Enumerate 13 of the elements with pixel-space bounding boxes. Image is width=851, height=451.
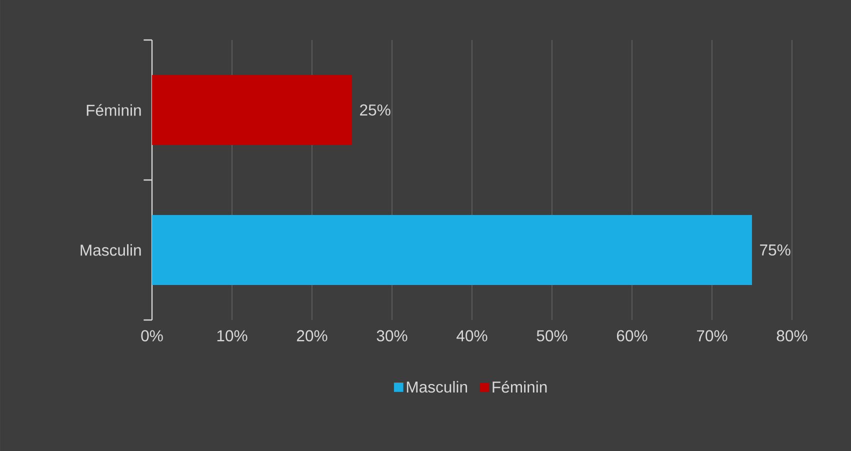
x-tick-label: 80% xyxy=(776,330,808,342)
x-tick-label: 40% xyxy=(456,330,488,342)
x-tick-label: 20% xyxy=(296,330,328,342)
x-tick-label: 50% xyxy=(536,330,568,342)
x-tick-label: 70% xyxy=(696,330,728,342)
legend-label: Masculin xyxy=(406,380,468,393)
legend-label: Féminin xyxy=(492,380,547,393)
data-label: 75% xyxy=(760,244,790,256)
x-tick-label: 30% xyxy=(376,330,408,342)
data-label: 25% xyxy=(360,104,390,116)
x-tick-label: 60% xyxy=(616,330,648,342)
x-tick-label: 0% xyxy=(141,330,163,342)
x-tick-label: 10% xyxy=(217,330,248,342)
